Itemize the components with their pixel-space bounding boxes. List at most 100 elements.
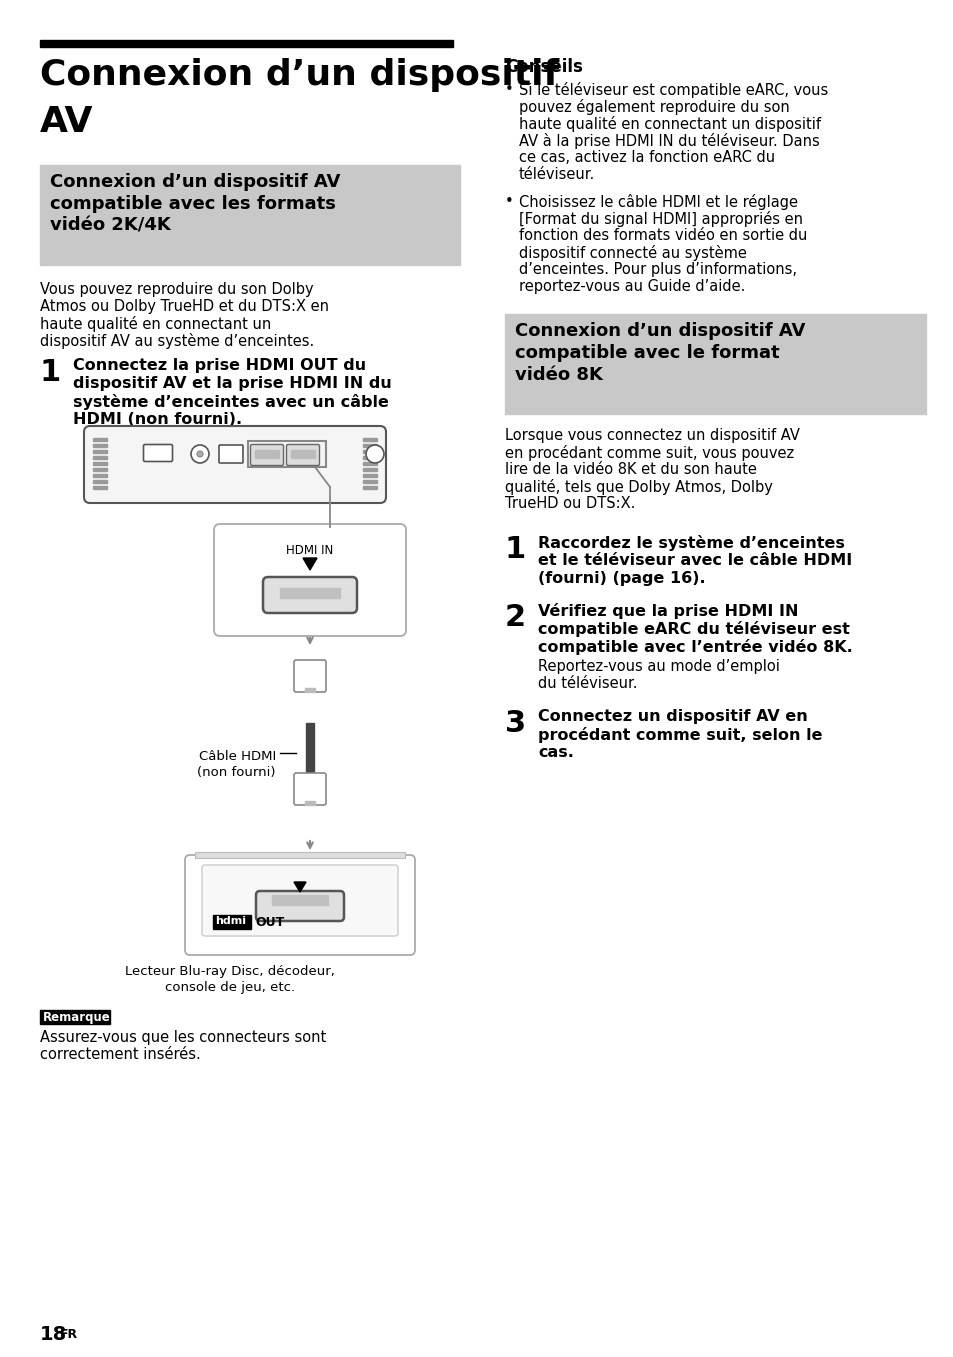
Text: haute qualité en connectant un dispositif: haute qualité en connectant un dispositi… xyxy=(518,115,821,132)
Text: Connexion d’un dispositif AV: Connexion d’un dispositif AV xyxy=(50,172,340,191)
Bar xyxy=(363,486,376,489)
Text: Connectez un dispositif AV en: Connectez un dispositif AV en xyxy=(537,708,807,725)
Bar xyxy=(363,461,376,465)
Bar xyxy=(280,588,339,598)
Text: HDMI IN: HDMI IN xyxy=(286,544,334,556)
Text: d’enceintes. Pour plus d’informations,: d’enceintes. Pour plus d’informations, xyxy=(518,262,796,277)
Bar xyxy=(92,461,107,465)
Bar xyxy=(92,456,107,459)
FancyBboxPatch shape xyxy=(294,660,326,692)
Text: Lecteur Blu-ray Disc, décodeur,: Lecteur Blu-ray Disc, décodeur, xyxy=(125,965,335,978)
Text: compatible eARC du téléviseur est: compatible eARC du téléviseur est xyxy=(537,622,849,636)
Circle shape xyxy=(191,445,209,463)
Bar xyxy=(363,468,376,471)
Bar xyxy=(92,449,107,453)
Text: Remarque: Remarque xyxy=(43,1011,111,1025)
Text: compatible avec les formats: compatible avec les formats xyxy=(50,195,335,213)
Text: fonction des formats vidéo en sortie du: fonction des formats vidéo en sortie du xyxy=(518,228,806,243)
Text: Atmos ou Dolby TrueHD et du DTS:X en: Atmos ou Dolby TrueHD et du DTS:X en xyxy=(40,299,329,313)
Bar xyxy=(40,166,459,265)
Text: Lorsque vous connectez un dispositif AV: Lorsque vous connectez un dispositif AV xyxy=(504,427,799,442)
Text: •: • xyxy=(504,194,514,209)
FancyBboxPatch shape xyxy=(251,445,283,465)
FancyBboxPatch shape xyxy=(294,773,326,805)
Text: Reportez-vous au mode d’emploi: Reportez-vous au mode d’emploi xyxy=(537,660,779,674)
Text: procédant comme suit, selon le: procédant comme suit, selon le xyxy=(537,727,821,744)
Bar xyxy=(305,801,314,805)
FancyBboxPatch shape xyxy=(263,577,356,613)
Bar xyxy=(363,456,376,459)
Text: 3: 3 xyxy=(504,708,525,738)
Bar xyxy=(504,313,925,414)
Text: Si le téléviseur est compatible eARC, vous: Si le téléviseur est compatible eARC, vo… xyxy=(518,81,827,98)
Bar xyxy=(40,1010,110,1025)
Circle shape xyxy=(196,451,203,457)
FancyBboxPatch shape xyxy=(219,445,243,463)
Bar xyxy=(92,468,107,471)
Text: (non fourni): (non fourni) xyxy=(197,765,275,779)
Text: en procédant comme suit, vous pouvez: en procédant comme suit, vous pouvez xyxy=(504,445,793,461)
Text: (fourni) (page 16).: (fourni) (page 16). xyxy=(537,571,705,586)
Text: TrueHD ou DTS:X.: TrueHD ou DTS:X. xyxy=(504,497,635,512)
Bar xyxy=(272,896,328,905)
Text: reportez-vous au Guide d’aide.: reportez-vous au Guide d’aide. xyxy=(518,280,744,294)
Bar xyxy=(194,852,405,858)
Bar xyxy=(92,479,107,483)
Bar xyxy=(363,449,376,453)
Text: •: • xyxy=(504,81,514,96)
Bar xyxy=(306,723,314,773)
Text: compatible avec l’entrée vidéo 8K.: compatible avec l’entrée vidéo 8K. xyxy=(537,639,852,655)
Bar xyxy=(363,474,376,478)
Text: cas.: cas. xyxy=(537,745,574,760)
Text: système d’enceintes avec un câble: système d’enceintes avec un câble xyxy=(73,394,389,410)
Text: du téléviseur.: du téléviseur. xyxy=(537,676,637,691)
FancyBboxPatch shape xyxy=(143,445,172,461)
Text: [Format du signal HDMI] appropriés en: [Format du signal HDMI] appropriés en xyxy=(518,210,802,227)
Text: haute qualité en connectant un: haute qualité en connectant un xyxy=(40,316,271,332)
Text: OUT: OUT xyxy=(254,916,284,930)
Text: Conseils: Conseils xyxy=(504,58,582,76)
Text: Choisissez le câble HDMI et le réglage: Choisissez le câble HDMI et le réglage xyxy=(518,194,797,210)
Text: Assurez-vous que les connecteurs sont: Assurez-vous que les connecteurs sont xyxy=(40,1030,326,1045)
Text: hdmi: hdmi xyxy=(214,916,246,925)
Bar xyxy=(92,437,107,441)
Text: console de jeu, etc.: console de jeu, etc. xyxy=(165,981,294,993)
Polygon shape xyxy=(294,882,306,892)
Text: ce cas, activez la fonction eARC du: ce cas, activez la fonction eARC du xyxy=(518,151,774,166)
Text: Câble HDMI: Câble HDMI xyxy=(198,750,275,763)
Text: 1: 1 xyxy=(504,535,526,565)
FancyBboxPatch shape xyxy=(255,892,344,921)
Polygon shape xyxy=(303,558,316,570)
Bar xyxy=(248,441,326,467)
Bar xyxy=(291,451,314,459)
Text: qualité, tels que Dolby Atmos, Dolby: qualité, tels que Dolby Atmos, Dolby xyxy=(504,479,772,495)
Text: 18: 18 xyxy=(40,1324,67,1343)
Bar xyxy=(305,688,314,692)
Bar xyxy=(254,451,278,459)
Text: dispositif AV au système d’enceintes.: dispositif AV au système d’enceintes. xyxy=(40,332,314,349)
Text: AV: AV xyxy=(40,104,93,138)
Text: Raccordez le système d’enceintes: Raccordez le système d’enceintes xyxy=(537,535,844,551)
Bar xyxy=(363,479,376,483)
Text: et le téléviseur avec le câble HDMI: et le téléviseur avec le câble HDMI xyxy=(537,554,851,569)
Bar xyxy=(92,474,107,478)
Text: 1: 1 xyxy=(40,358,61,387)
Text: dispositif AV et la prise HDMI IN du: dispositif AV et la prise HDMI IN du xyxy=(73,376,392,391)
Text: dispositif connecté au système: dispositif connecté au système xyxy=(518,246,746,261)
Circle shape xyxy=(366,445,384,463)
Text: 2: 2 xyxy=(504,603,525,632)
Bar xyxy=(213,915,251,930)
Bar xyxy=(92,486,107,489)
Text: Connexion d’un dispositif AV: Connexion d’un dispositif AV xyxy=(515,322,804,341)
Bar xyxy=(92,444,107,446)
Bar xyxy=(363,444,376,446)
Text: Connectez la prise HDMI OUT du: Connectez la prise HDMI OUT du xyxy=(73,358,366,373)
FancyBboxPatch shape xyxy=(84,426,386,503)
Text: Vérifiez que la prise HDMI IN: Vérifiez que la prise HDMI IN xyxy=(537,603,798,619)
Bar xyxy=(363,437,376,441)
Bar xyxy=(40,39,453,47)
FancyBboxPatch shape xyxy=(286,445,319,465)
Text: FR: FR xyxy=(60,1329,78,1341)
Text: téléviseur.: téléviseur. xyxy=(518,167,595,182)
FancyBboxPatch shape xyxy=(213,524,406,636)
